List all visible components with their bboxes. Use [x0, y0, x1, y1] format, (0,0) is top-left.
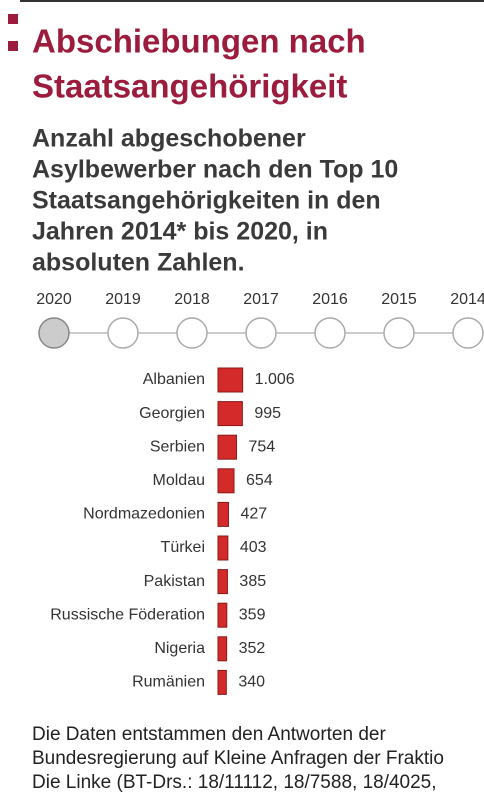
- category-label: Nordmazedonien: [83, 506, 205, 523]
- subtitle: Asylbewerber nach den Top 10: [32, 156, 398, 184]
- year-label[interactable]: 2017: [243, 291, 279, 308]
- bar: [217, 367, 244, 393]
- year-button[interactable]: [38, 317, 70, 349]
- category-label: Rumänien: [132, 674, 205, 691]
- bar: [217, 669, 227, 695]
- year-button[interactable]: [245, 317, 277, 349]
- value-label: 654: [246, 472, 273, 489]
- year-label[interactable]: 2015: [381, 291, 417, 308]
- year-button[interactable]: [452, 317, 484, 349]
- category-label: Nigeria: [154, 640, 205, 657]
- title: Staatsangehörigkeit: [32, 68, 347, 105]
- top-rule: [20, 0, 484, 2]
- year-label[interactable]: 2016: [312, 291, 348, 308]
- year-label[interactable]: 2019: [105, 291, 141, 308]
- title: Abschiebungen nach: [32, 23, 366, 60]
- footnote: Die Daten entstammen den Antworten der: [32, 724, 386, 745]
- year-button[interactable]: [383, 317, 415, 349]
- bar: [217, 434, 237, 460]
- year-label[interactable]: 2018: [174, 291, 210, 308]
- category-label: Türkei: [161, 539, 205, 556]
- year-label[interactable]: 2014: [450, 291, 484, 308]
- category-label: Pakistan: [144, 573, 205, 590]
- value-label: 427: [240, 506, 267, 523]
- value-label: 1.006: [255, 371, 295, 388]
- category-label: Albanien: [143, 371, 205, 388]
- bar: [217, 569, 228, 595]
- bar: [217, 501, 229, 527]
- bar: [217, 535, 229, 561]
- title-marker: [8, 41, 18, 51]
- footnote: Die Linke (BT-Drs.: 18/11112, 18/7588, 1…: [32, 772, 437, 793]
- bar: [217, 602, 228, 628]
- year-button[interactable]: [176, 317, 208, 349]
- value-label: 754: [248, 438, 275, 455]
- subtitle: Jahren 2014* bis 2020, in: [32, 218, 328, 246]
- value-label: 340: [238, 674, 265, 691]
- subtitle: Anzahl abgeschobener: [32, 125, 306, 153]
- bar: [217, 636, 228, 662]
- value-label: 385: [239, 573, 266, 590]
- bar: [217, 401, 243, 427]
- year-button[interactable]: [107, 317, 139, 349]
- value-label: 352: [239, 640, 266, 657]
- subtitle: Staatsangehörigkeiten in den: [32, 187, 381, 215]
- year-label[interactable]: 2020: [36, 291, 72, 308]
- category-label: Moldau: [153, 472, 205, 489]
- bar: [217, 468, 235, 494]
- footnote: Bundesregierung auf Kleine Anfragen der …: [32, 748, 444, 769]
- value-label: 403: [240, 539, 267, 556]
- value-label: 995: [254, 405, 281, 422]
- value-label: 359: [239, 606, 266, 623]
- category-label: Russische Föderation: [50, 606, 205, 623]
- year-button[interactable]: [314, 317, 346, 349]
- category-label: Georgien: [139, 405, 205, 422]
- title-marker: [8, 14, 18, 24]
- subtitle: absoluten Zahlen.: [32, 249, 245, 277]
- category-label: Serbien: [150, 438, 205, 455]
